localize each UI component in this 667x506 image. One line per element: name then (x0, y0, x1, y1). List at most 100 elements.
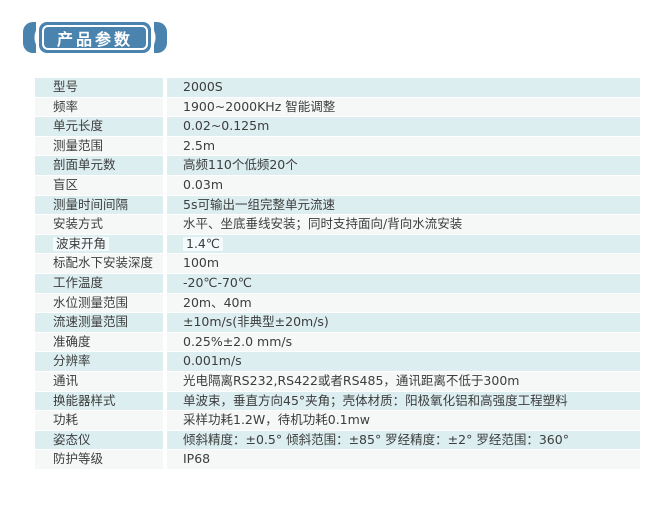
param-label-cell: 水位测量范围 (35, 293, 163, 313)
param-label-cell: 工作温度 (35, 273, 163, 293)
table-row: 功耗 采样功耗1.2W，待机功耗0.1mw (35, 411, 640, 430)
section-title: 产品参数 (42, 25, 149, 50)
param-label-cell: 姿态仪 (35, 430, 163, 450)
table-row: 剖面单元数 高频110个低频20个 (35, 156, 640, 175)
param-label: 盲区 (53, 177, 79, 193)
param-value: 100m (183, 255, 220, 271)
param-label: 功耗 (53, 412, 79, 428)
param-value-cell: 水平、坐底垂线安装；同时支持面向/背向水流安装 (167, 215, 640, 234)
param-label: 剖面单元数 (53, 157, 116, 173)
param-value-cell: 0.001m/s (167, 352, 640, 371)
param-label-cell: 防护等级 (35, 450, 163, 469)
param-label: 测量范围 (53, 137, 104, 153)
param-value: 0.001m/s (183, 353, 242, 369)
table-row: 安装方式 水平、坐底垂线安装；同时支持面向/背向水流安装 (35, 215, 640, 234)
param-value: 0.02~0.125m (183, 118, 270, 134)
param-label-cell: 盲区 (35, 175, 163, 195)
param-label-cell: 测量时间间隔 (35, 195, 163, 215)
param-value-cell: 2000S (167, 78, 640, 97)
param-label-cell: 分辨率 (35, 352, 163, 371)
param-value-cell: 倾斜精度：±0.5° 倾斜范围：±85° 罗经精度：±2° 罗经范围：360° (167, 430, 640, 450)
table-row: 水位测量范围 20m、40m (35, 293, 640, 313)
param-label: 工作温度 (53, 274, 104, 290)
table-row: 测量范围 2.5m (35, 136, 640, 156)
param-label: 标配水下安装深度 (53, 255, 154, 271)
param-value: 水平、坐底垂线安装；同时支持面向/背向水流安装 (183, 216, 463, 232)
param-label: 单元长度 (53, 118, 104, 134)
table-row: 分辨率 0.001m/s (35, 352, 640, 371)
param-label-cell: 测量范围 (35, 136, 163, 156)
param-label: 波束开角 (53, 236, 110, 252)
param-value-cell: 2.5m (167, 136, 640, 156)
param-value: 5s可输出一组完整单元流速 (183, 196, 335, 212)
param-value: ±10m/s(非典型±20m/s) (183, 314, 329, 330)
param-value: 0.03m (183, 177, 224, 193)
param-value: 倾斜精度：±0.5° 倾斜范围：±85° 罗经精度：±2° 罗经范围：360° (183, 431, 569, 447)
badge-left-cap-icon (23, 22, 36, 53)
param-value: 单波束，垂直方向45°夹角；壳体材质：阳极氧化铝和高强度工程塑料 (183, 392, 568, 408)
param-label-cell: 频率 (35, 97, 163, 117)
param-value: 0.25%±2.0 mm/s (183, 333, 293, 349)
param-label: 型号 (53, 79, 79, 95)
section-badge: 产品参数 (23, 22, 168, 53)
param-value: 光电隔离RS232,RS422或者RS485，通讯距离不低于300m (183, 372, 520, 388)
param-value-cell: 单波束，垂直方向45°夹角；壳体材质：阳极氧化铝和高强度工程塑料 (167, 391, 640, 411)
param-value-cell: 1.4℃ (167, 234, 640, 254)
param-label: 流速测量范围 (53, 314, 129, 330)
param-value-cell: 0.03m (167, 175, 640, 195)
param-value-cell: 0.25%±2.0 mm/s (167, 332, 640, 352)
param-value: 2.5m (183, 137, 216, 153)
table-row: 流速测量范围 ±10m/s(非典型±20m/s) (35, 313, 640, 332)
param-label-cell: 标配水下安装深度 (35, 254, 163, 273)
param-label-cell: 型号 (35, 78, 163, 97)
param-value-cell: 5s可输出一组完整单元流速 (167, 195, 640, 215)
param-value: IP68 (183, 451, 211, 467)
param-label-cell: 功耗 (35, 411, 163, 430)
table-row: 波束开角 1.4℃ (35, 234, 640, 254)
param-label: 准确度 (53, 333, 91, 349)
param-value-cell: IP68 (167, 450, 640, 469)
table-row: 通讯 光电隔离RS232,RS422或者RS485，通讯距离不低于300m (35, 371, 640, 391)
param-label-cell: 流速测量范围 (35, 313, 163, 332)
param-label-cell: 换能器样式 (35, 391, 163, 411)
table-row: 标配水下安装深度 100m (35, 254, 640, 273)
table-row: 姿态仪 倾斜精度：±0.5° 倾斜范围：±85° 罗经精度：±2° 罗经范围：3… (35, 430, 640, 450)
param-value: 2000S (183, 79, 223, 95)
table-row: 频率 1900~2000KHz 智能调整 (35, 97, 640, 117)
param-value-cell: 100m (167, 254, 640, 273)
badge-pill: 产品参数 (39, 22, 152, 53)
table-row: 单元长度 0.02~0.125m (35, 117, 640, 136)
table-row: 工作温度 -20℃-70℃ (35, 273, 640, 293)
param-value: 采样功耗1.2W，待机功耗0.1mw (183, 412, 371, 428)
param-value: -20℃-70℃ (183, 274, 252, 290)
param-label: 分辨率 (53, 353, 91, 369)
param-value-cell: 光电隔离RS232,RS422或者RS485，通讯距离不低于300m (167, 371, 640, 391)
param-label: 通讯 (53, 372, 79, 388)
param-label-cell: 准确度 (35, 332, 163, 352)
param-label: 测量时间间隔 (53, 196, 129, 212)
param-label: 防护等级 (53, 451, 104, 467)
param-value: 1900~2000KHz 智能调整 (183, 98, 336, 114)
param-value-cell: 0.02~0.125m (167, 117, 640, 136)
table-row: 换能器样式 单波束，垂直方向45°夹角；壳体材质：阳极氧化铝和高强度工程塑料 (35, 391, 640, 411)
param-label: 安装方式 (53, 216, 104, 232)
param-value: 20m、40m (183, 294, 252, 310)
badge-right-cap-icon (154, 22, 168, 53)
param-value-cell: 1900~2000KHz 智能调整 (167, 97, 640, 117)
param-label-cell: 剖面单元数 (35, 156, 163, 175)
param-value-cell: 20m、40m (167, 293, 640, 313)
param-value-cell: ±10m/s(非典型±20m/s) (167, 313, 640, 332)
param-label-cell: 安装方式 (35, 215, 163, 234)
param-value-cell: -20℃-70℃ (167, 273, 640, 293)
table-row: 防护等级 IP68 (35, 450, 640, 469)
param-value-cell: 高频110个低频20个 (167, 156, 640, 175)
param-label-cell: 单元长度 (35, 117, 163, 136)
param-label-cell: 波束开角 (35, 234, 163, 254)
param-value: 高频110个低频20个 (183, 157, 298, 173)
product-parameter-table: 型号 2000S 频率 1900~2000KHz 智能调整 单元长度 0.02~… (35, 78, 640, 469)
table-row: 准确度 0.25%±2.0 mm/s (35, 332, 640, 352)
table-row: 盲区 0.03m (35, 175, 640, 195)
param-label: 频率 (53, 98, 79, 114)
param-value: 1.4℃ (183, 236, 223, 252)
param-label: 姿态仪 (53, 431, 91, 447)
